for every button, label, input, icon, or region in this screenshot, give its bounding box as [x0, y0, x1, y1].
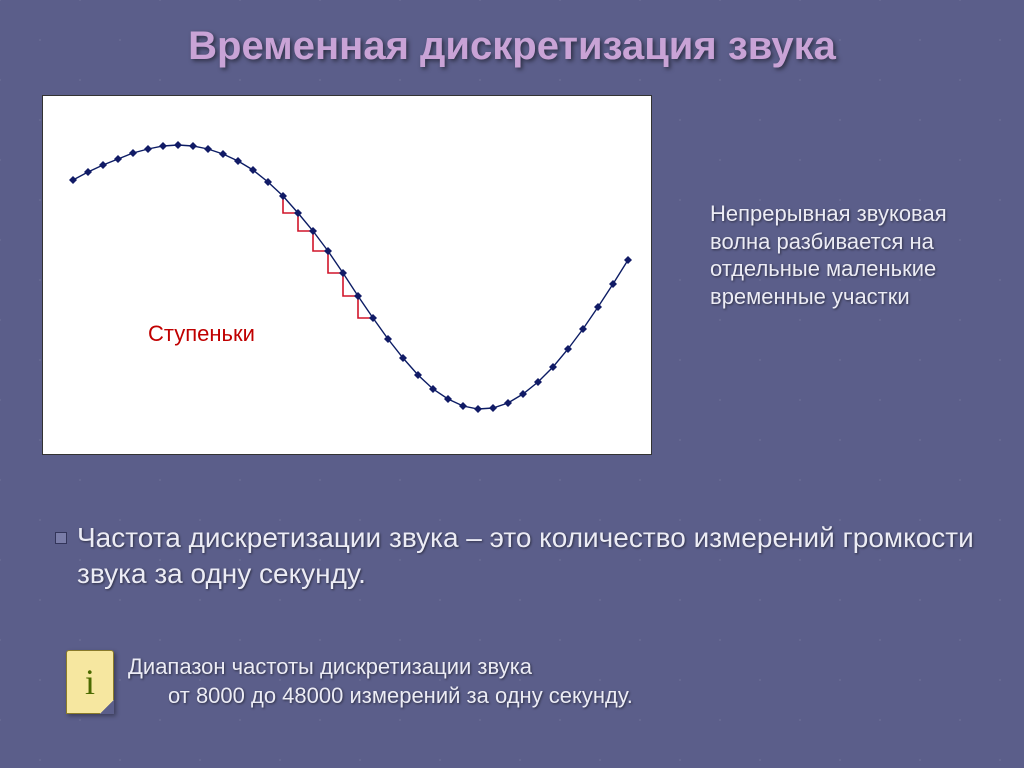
- note-line-2: от 8000 до 48000 измерений за одну секун…: [128, 682, 633, 711]
- definition-text: Частота дискретизации звука – это количе…: [77, 520, 975, 593]
- note-text: Диапазон частоты дискретизации звука от …: [128, 653, 633, 710]
- slide-title: Временная дискретизация звука: [0, 0, 1024, 69]
- info-note: i Диапазон частоты дискретизации звука о…: [66, 650, 633, 714]
- note-line-1: Диапазон частоты дискретизации звука: [128, 653, 633, 682]
- definition-block: Частота дискретизации звука – это количе…: [55, 520, 975, 593]
- bullet-icon: [55, 532, 67, 544]
- info-icon: i: [66, 650, 114, 714]
- wave-chart: Ступеньки: [42, 95, 652, 455]
- chart-step-label: Ступеньки: [148, 321, 255, 347]
- side-caption: Непрерывная звуковая волна разбивается н…: [710, 200, 1000, 310]
- wave-svg: [43, 96, 653, 456]
